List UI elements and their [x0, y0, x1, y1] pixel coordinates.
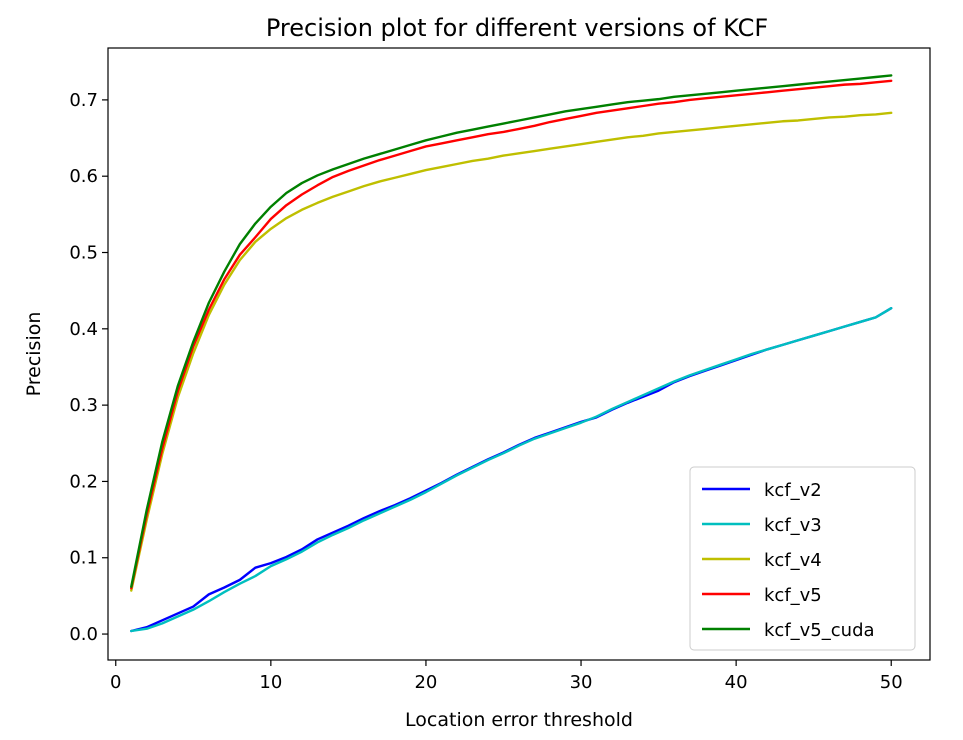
series-line-kcf-v5-cuda — [130, 74, 893, 588]
legend-box — [689, 466, 916, 651]
series-lines — [130, 74, 893, 633]
series-line-kcf-v4 — [130, 111, 893, 592]
legend-label-kcf-v2: kcf_v2 — [764, 480, 822, 501]
y-tick-label: 0.5 — [69, 243, 98, 264]
plot-area — [107, 47, 931, 661]
x-axis-ticks: 0 10 20 30 40 50 — [110, 660, 903, 693]
y-tick-label: 0.7 — [69, 90, 98, 111]
chart-title: Precision plot for different versions of… — [266, 14, 768, 42]
y-axis-ticks: 0.0 0.1 0.2 0.3 0.4 0.5 0.6 0.7 — [69, 90, 108, 645]
x-tick-label: 40 — [725, 672, 748, 693]
x-axis-label: Location error threshold — [405, 709, 633, 731]
legend-label-kcf-v5: kcf_v5 — [764, 585, 822, 606]
x-tick-label: 50 — [880, 672, 903, 693]
series-line-kcf-v3 — [130, 307, 893, 633]
y-tick-label: 0.2 — [69, 471, 98, 492]
legend-label-kcf-v3: kcf_v3 — [764, 515, 822, 536]
legend: kcf_v2 kcf_v3 kcf_v4 kcf_v5 kcf_v5_cuda — [689, 466, 916, 651]
y-tick-label: 0.1 — [69, 548, 98, 569]
y-tick-label: 0.6 — [69, 166, 98, 187]
y-tick-label: 0.4 — [69, 319, 98, 340]
legend-label-kcf-v4: kcf_v4 — [764, 550, 822, 571]
legend-label-kcf-v5-cuda: kcf_v5_cuda — [764, 620, 875, 641]
plot-frame — [107, 47, 931, 661]
y-tick-label: 0.0 — [69, 624, 98, 645]
y-axis-label: Precision — [23, 312, 45, 397]
y-tick-label: 0.3 — [69, 395, 98, 416]
x-tick-label: 20 — [414, 672, 437, 693]
series-line-kcf-v5 — [130, 79, 893, 590]
x-tick-label: 10 — [259, 672, 282, 693]
x-tick-label: 0 — [110, 672, 121, 693]
x-tick-label: 30 — [570, 672, 593, 693]
